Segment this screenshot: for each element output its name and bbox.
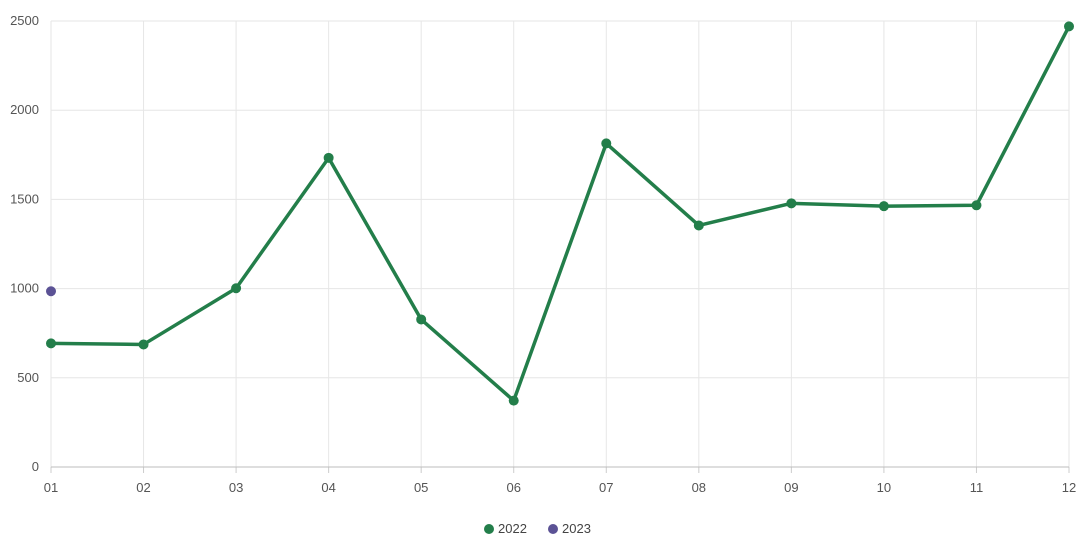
data-point[interactable] <box>878 201 889 212</box>
data-point[interactable] <box>786 198 797 209</box>
x-tick-label: 04 <box>321 480 335 495</box>
data-point[interactable] <box>323 152 334 163</box>
x-tick-label: 11 <box>970 480 984 495</box>
x-tick-label: 05 <box>414 480 428 495</box>
y-tick-label: 1500 <box>10 191 39 206</box>
data-point[interactable] <box>693 220 704 231</box>
x-tick-label: 03 <box>229 480 243 495</box>
x-tick-label: 01 <box>44 480 58 495</box>
y-tick-label: 2000 <box>10 102 39 117</box>
x-tick-label: 12 <box>1062 480 1076 495</box>
series-2022 <box>46 21 1074 406</box>
y-tick-label: 2500 <box>10 13 39 28</box>
x-tick-label: 06 <box>506 480 520 495</box>
x-tick-label: 10 <box>877 480 891 495</box>
x-tick-label: 09 <box>784 480 798 495</box>
legend-label: 2023 <box>562 521 591 536</box>
data-point[interactable] <box>46 338 56 349</box>
x-tick-label: 07 <box>599 480 613 495</box>
legend-item-2023[interactable]: 2023 <box>548 521 591 536</box>
data-point[interactable] <box>508 395 519 406</box>
y-tick-label: 500 <box>17 370 39 385</box>
legend-label: 2022 <box>498 521 527 536</box>
data-point[interactable] <box>971 200 982 211</box>
legend-swatch <box>548 524 558 534</box>
data-point[interactable] <box>231 283 242 294</box>
x-tick-label: 02 <box>136 480 150 495</box>
legend-swatch <box>484 524 494 534</box>
legend: 2022 2023 <box>484 521 591 536</box>
axes: 0 500 1000 1500 2000 2500 01 02 03 04 05 06 07 08 09 10… <box>10 13 1076 495</box>
y-tick-label: 0 <box>32 459 39 474</box>
series-layer <box>46 21 1074 406</box>
data-point[interactable] <box>601 138 612 149</box>
series-2023 <box>46 286 56 297</box>
data-point[interactable] <box>46 286 56 297</box>
data-point[interactable] <box>416 314 427 325</box>
x-tick-label: 08 <box>692 480 706 495</box>
data-point[interactable] <box>138 339 149 350</box>
series-line <box>49 24 1071 403</box>
data-point[interactable] <box>1064 21 1074 32</box>
grid <box>50 20 1070 467</box>
y-tick-label: 1000 <box>10 281 39 296</box>
legend-item-2022[interactable]: 2022 <box>484 521 527 536</box>
